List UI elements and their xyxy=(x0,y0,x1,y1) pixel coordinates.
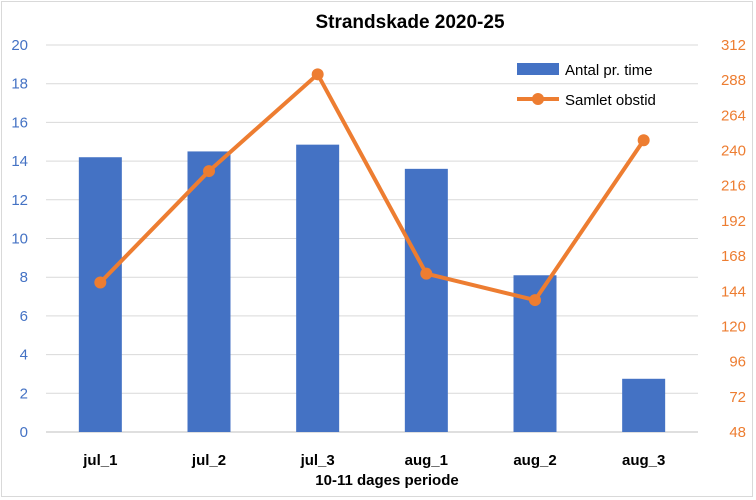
x-tick-label: jul_3 xyxy=(300,452,335,469)
y-right-tick-label: 192 xyxy=(721,213,746,230)
legend: Antal pr. time Samlet obstid xyxy=(517,62,656,109)
y-right-tick-label: 168 xyxy=(721,248,746,265)
y-right-tick-label: 312 xyxy=(721,37,746,54)
line-point-jul_3 xyxy=(311,68,324,81)
y-left-tick-label: 10 xyxy=(11,231,28,248)
y-axis-right: 48 72 96 120 144 168 192 216 240 264 288 312 xyxy=(721,37,746,441)
line-point-aug_2 xyxy=(529,294,541,307)
line-point-jul_1 xyxy=(94,276,107,289)
bar-aug_1 xyxy=(404,168,448,432)
x-tick-label: jul_2 xyxy=(191,452,226,469)
legend-marker-line xyxy=(532,93,544,105)
x-tick-label: aug_1 xyxy=(405,452,448,469)
y-right-tick-label: 216 xyxy=(721,178,746,195)
y-left-tick-label: 6 xyxy=(20,308,28,325)
line-series xyxy=(94,68,650,307)
y-left-tick-label: 14 xyxy=(11,153,28,170)
x-tick-label: jul_1 xyxy=(82,452,117,469)
y-left-tick-label: 12 xyxy=(11,192,28,209)
y-right-tick-label: 120 xyxy=(721,318,746,335)
y-left-tick-label: 2 xyxy=(20,385,28,402)
y-left-tick-label: 18 xyxy=(11,76,28,93)
y-left-tick-label: 0 xyxy=(20,424,28,441)
bar-aug_3 xyxy=(622,378,666,432)
bar-series xyxy=(78,144,666,433)
line-point-aug_3 xyxy=(637,134,650,147)
y-left-tick-label: 20 xyxy=(11,37,28,54)
y-right-tick-label: 48 xyxy=(729,424,746,441)
line-point-aug_1 xyxy=(420,267,433,280)
legend-label-bars: Antal pr. time xyxy=(565,62,653,79)
y-right-tick-label: 96 xyxy=(729,354,746,371)
legend-label-line: Samlet obstid xyxy=(565,92,656,109)
x-axis-categories: jul_1 jul_2 jul_3 aug_1 aug_2 aug_3 xyxy=(82,452,665,469)
y-right-tick-label: 72 xyxy=(729,389,746,406)
bar-jul_1 xyxy=(78,157,122,433)
x-axis-label: 10-11 dages periode xyxy=(315,472,458,489)
gridlines xyxy=(46,44,698,433)
y-right-tick-label: 264 xyxy=(721,107,746,124)
y-axis-left: 0 2 4 6 8 10 12 14 16 18 20 xyxy=(11,37,28,441)
y-right-tick-label: 240 xyxy=(721,143,746,160)
legend-swatch-bars xyxy=(517,63,559,75)
y-right-tick-label: 288 xyxy=(721,72,746,89)
chart-title: Strandskade 2020-25 xyxy=(315,12,504,33)
y-left-tick-label: 16 xyxy=(11,114,28,131)
line-path xyxy=(98,72,646,303)
x-tick-label: aug_3 xyxy=(622,452,665,469)
line-point-jul_2 xyxy=(203,165,215,178)
bar-jul_3 xyxy=(296,144,340,432)
y-left-tick-label: 8 xyxy=(20,269,28,286)
y-right-tick-label: 144 xyxy=(721,283,746,300)
bar-jul_2 xyxy=(187,151,231,433)
x-tick-label: aug_2 xyxy=(513,452,556,469)
y-left-tick-label: 4 xyxy=(20,347,28,364)
